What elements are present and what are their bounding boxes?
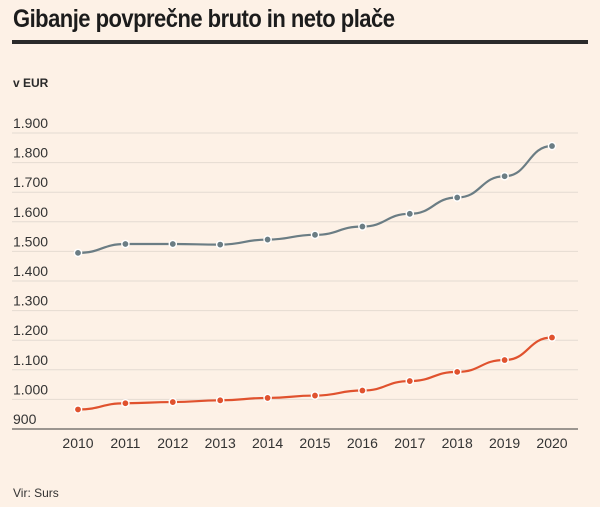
data-point	[547, 333, 557, 342]
data-point	[310, 391, 320, 400]
y-axis-unit-label: v EUR	[13, 76, 49, 90]
data-point	[310, 230, 320, 240]
data-point	[121, 398, 130, 408]
y-tick-label: 1.300	[13, 293, 48, 309]
data-point	[263, 235, 272, 244]
data-point	[452, 367, 462, 377]
data-point	[405, 376, 415, 386]
x-tick-label: 2015	[299, 435, 330, 451]
x-tick-label: 2014	[252, 435, 283, 451]
y-tick-label: 1.900	[13, 115, 48, 131]
x-tick-label: 2010	[62, 435, 93, 451]
data-point	[263, 393, 272, 403]
data-point	[215, 240, 225, 249]
y-tick-label: 1.500	[13, 233, 48, 249]
x-tick-label: 2017	[394, 435, 425, 451]
title-rule	[12, 40, 588, 44]
data-point	[121, 239, 130, 249]
data-point	[215, 395, 225, 405]
data-point	[168, 397, 178, 407]
x-tick-label: 2018	[442, 435, 473, 451]
x-tick-label: 2013	[205, 435, 236, 451]
chart-title: Gibanje povprečne bruto in neto plače	[13, 5, 395, 33]
y-tick-label: 1.800	[13, 145, 48, 161]
data-point	[452, 193, 462, 202]
data-point	[73, 405, 83, 414]
series-lines	[73, 141, 557, 414]
y-tick-labels: 900 1.000 1.100 1.200 1.300 1.400 1.500 1.600 1.…	[13, 115, 48, 427]
x-tick-label: 2016	[347, 435, 378, 451]
x-tick-label: 2012	[157, 435, 188, 451]
x-tick-label: 2019	[489, 435, 520, 451]
data-point	[500, 355, 509, 365]
y-tick-label: 1.700	[13, 174, 48, 190]
data-point	[547, 141, 557, 151]
gridlines	[12, 132, 578, 430]
x-tick-label: 2011	[110, 435, 140, 451]
y-tick-label: 1.100	[13, 352, 48, 368]
x-tick-labels: 2010 2011 2012 2013 2014 2015 2016 2017 2018 2019…	[62, 435, 567, 451]
series-2	[73, 333, 557, 414]
data-point	[358, 222, 367, 231]
data-point	[405, 209, 415, 219]
y-tick-label: 1.400	[13, 263, 48, 279]
series-1	[73, 141, 557, 258]
y-tick-label: 1.000	[13, 381, 48, 397]
data-point	[73, 248, 83, 258]
data-point	[168, 239, 178, 249]
x-tick-label: 2020	[536, 435, 567, 451]
data-point	[500, 171, 509, 181]
y-tick-label: 1.600	[13, 204, 48, 220]
source-note: Vir: Surs	[13, 486, 59, 500]
y-tick-label: 900	[13, 411, 37, 427]
data-point	[358, 386, 367, 395]
y-tick-label: 1.200	[13, 322, 48, 338]
